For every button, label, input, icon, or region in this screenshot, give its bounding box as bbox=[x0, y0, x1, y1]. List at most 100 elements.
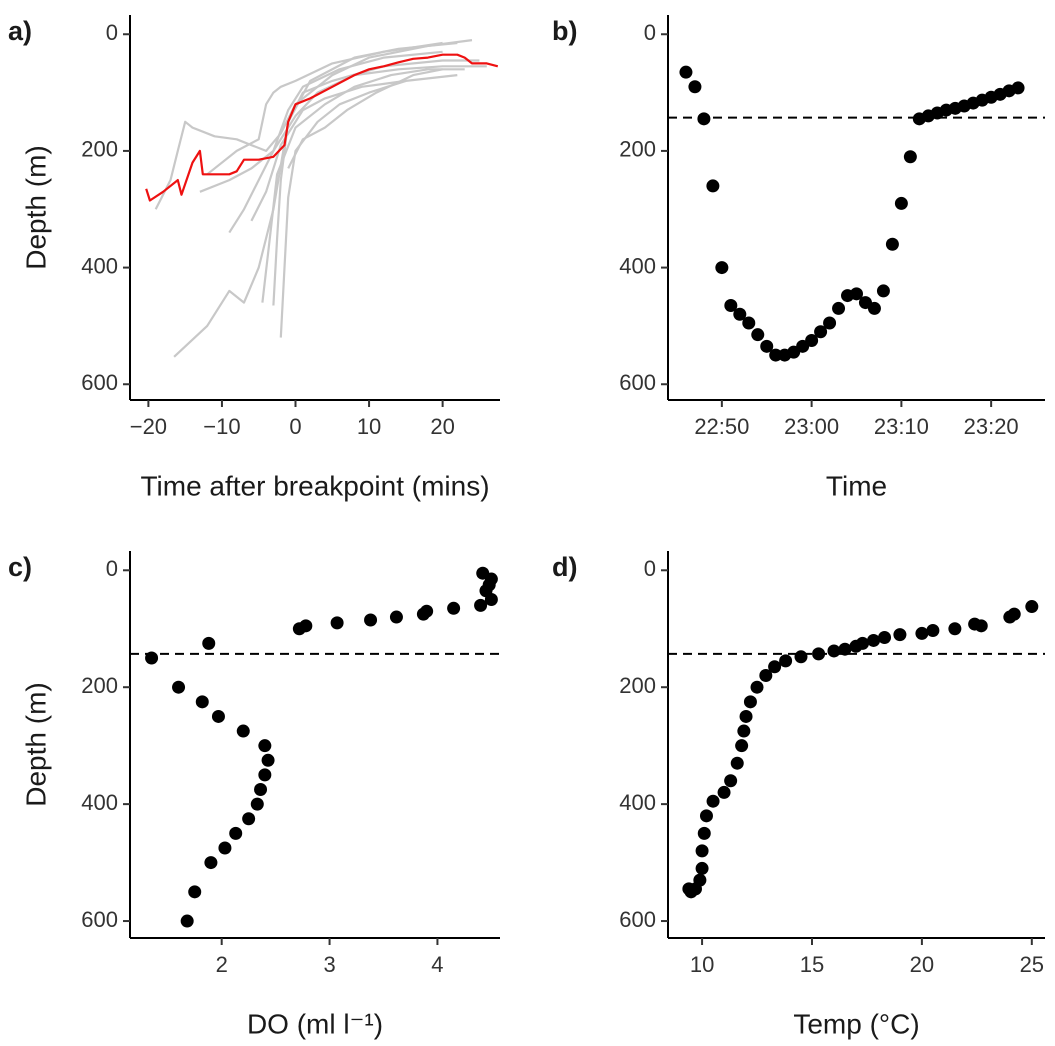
point bbox=[733, 307, 747, 321]
point bbox=[330, 616, 344, 630]
x-axis-title: Time after breakpoint (mins) bbox=[140, 470, 489, 501]
x-tick-label: 15 bbox=[800, 952, 824, 977]
x-tick-label: 4 bbox=[431, 952, 443, 977]
x-tick-label: 10 bbox=[690, 952, 714, 977]
y-tick-label: 400 bbox=[619, 253, 656, 278]
point bbox=[724, 774, 738, 788]
panel-label: c) bbox=[8, 552, 32, 582]
x-tick-label: 22:50 bbox=[694, 414, 749, 439]
point bbox=[849, 639, 863, 653]
y-tick-label: 600 bbox=[81, 370, 118, 395]
x-axis-title: DO (ml l⁻¹) bbox=[247, 1008, 383, 1039]
point bbox=[915, 626, 929, 640]
x-tick-label: 23:00 bbox=[784, 414, 839, 439]
y-tick-label: 0 bbox=[106, 556, 118, 581]
point bbox=[878, 631, 892, 645]
point bbox=[867, 301, 881, 315]
x-axis-title: Time bbox=[826, 470, 887, 501]
point bbox=[697, 112, 711, 126]
point bbox=[885, 237, 899, 251]
point bbox=[779, 654, 793, 668]
panel: d) 0 200 400 600 10 15 20 25 Temp (°C) bbox=[552, 551, 1045, 1039]
y-tick-label: 600 bbox=[619, 370, 656, 395]
point bbox=[254, 783, 268, 797]
point bbox=[724, 299, 738, 312]
point bbox=[236, 724, 250, 738]
point bbox=[876, 284, 890, 298]
x-tick-label: 25 bbox=[1020, 952, 1044, 977]
x-tick-label: 10 bbox=[357, 414, 381, 439]
point bbox=[743, 695, 757, 709]
point bbox=[1003, 610, 1017, 624]
y-tick-label: 600 bbox=[619, 907, 656, 932]
point bbox=[751, 328, 765, 342]
x-tick-label: −10 bbox=[203, 414, 240, 439]
point bbox=[715, 261, 729, 275]
depth-trace bbox=[154, 39, 473, 210]
depth-trace bbox=[145, 53, 499, 202]
depth-trace bbox=[228, 65, 487, 234]
point bbox=[768, 660, 782, 674]
point bbox=[1025, 600, 1039, 614]
point bbox=[968, 617, 982, 631]
point bbox=[211, 709, 225, 723]
panel: c) 0 200 400 600 2 3 4 DO (ml l⁻¹) Depth (m) bbox=[8, 551, 500, 1039]
y-axis-title: Depth (m) bbox=[20, 682, 51, 806]
point bbox=[1011, 81, 1025, 95]
point bbox=[697, 826, 711, 840]
depth-trace bbox=[261, 68, 465, 303]
point bbox=[894, 196, 908, 210]
depth-trace bbox=[287, 68, 443, 169]
y-tick-label: 0 bbox=[106, 20, 118, 45]
point bbox=[850, 287, 863, 301]
point bbox=[204, 856, 218, 870]
point bbox=[447, 601, 461, 615]
point bbox=[759, 669, 773, 683]
x-tick-label: 0 bbox=[289, 414, 301, 439]
depth-trace bbox=[272, 59, 480, 306]
point bbox=[172, 680, 186, 694]
x-tick-label: 3 bbox=[323, 952, 335, 977]
point bbox=[805, 334, 819, 347]
point bbox=[903, 150, 917, 164]
point bbox=[688, 80, 702, 94]
point bbox=[760, 339, 774, 353]
panel: b) 0 200 400 600 22:50 23:00 23:10 23:20 Time bbox=[552, 15, 1045, 501]
point bbox=[695, 844, 709, 858]
x-axis-title: Temp (°C) bbox=[793, 1008, 919, 1039]
x-tick-label: 23:20 bbox=[964, 414, 1019, 439]
point bbox=[823, 316, 837, 330]
depth-trace bbox=[250, 79, 406, 222]
point bbox=[750, 680, 764, 694]
point bbox=[484, 593, 498, 607]
point bbox=[364, 613, 378, 627]
depth-trace bbox=[173, 41, 458, 358]
point bbox=[769, 348, 783, 362]
point bbox=[814, 325, 828, 339]
y-tick-label: 400 bbox=[619, 790, 656, 815]
y-tick-label: 0 bbox=[644, 556, 656, 581]
point bbox=[838, 642, 852, 656]
point bbox=[706, 794, 720, 808]
point bbox=[717, 785, 731, 799]
point bbox=[682, 882, 696, 896]
point bbox=[195, 695, 209, 709]
point bbox=[812, 647, 826, 661]
point bbox=[416, 607, 430, 621]
depth-trace bbox=[206, 41, 443, 176]
y-axis-title: Depth (m) bbox=[20, 145, 51, 269]
x-tick-label: 2 bbox=[216, 952, 228, 977]
point bbox=[292, 622, 306, 636]
x-tick-label: 20 bbox=[910, 952, 934, 977]
point bbox=[948, 622, 962, 636]
point bbox=[832, 301, 846, 315]
point bbox=[739, 709, 753, 723]
point bbox=[389, 610, 403, 624]
y-tick-label: 0 bbox=[644, 20, 656, 45]
point bbox=[695, 861, 709, 875]
panel-label: a) bbox=[8, 16, 32, 46]
y-tick-label: 200 bbox=[81, 673, 118, 698]
point bbox=[737, 724, 751, 738]
point bbox=[735, 739, 749, 753]
point bbox=[827, 644, 841, 658]
